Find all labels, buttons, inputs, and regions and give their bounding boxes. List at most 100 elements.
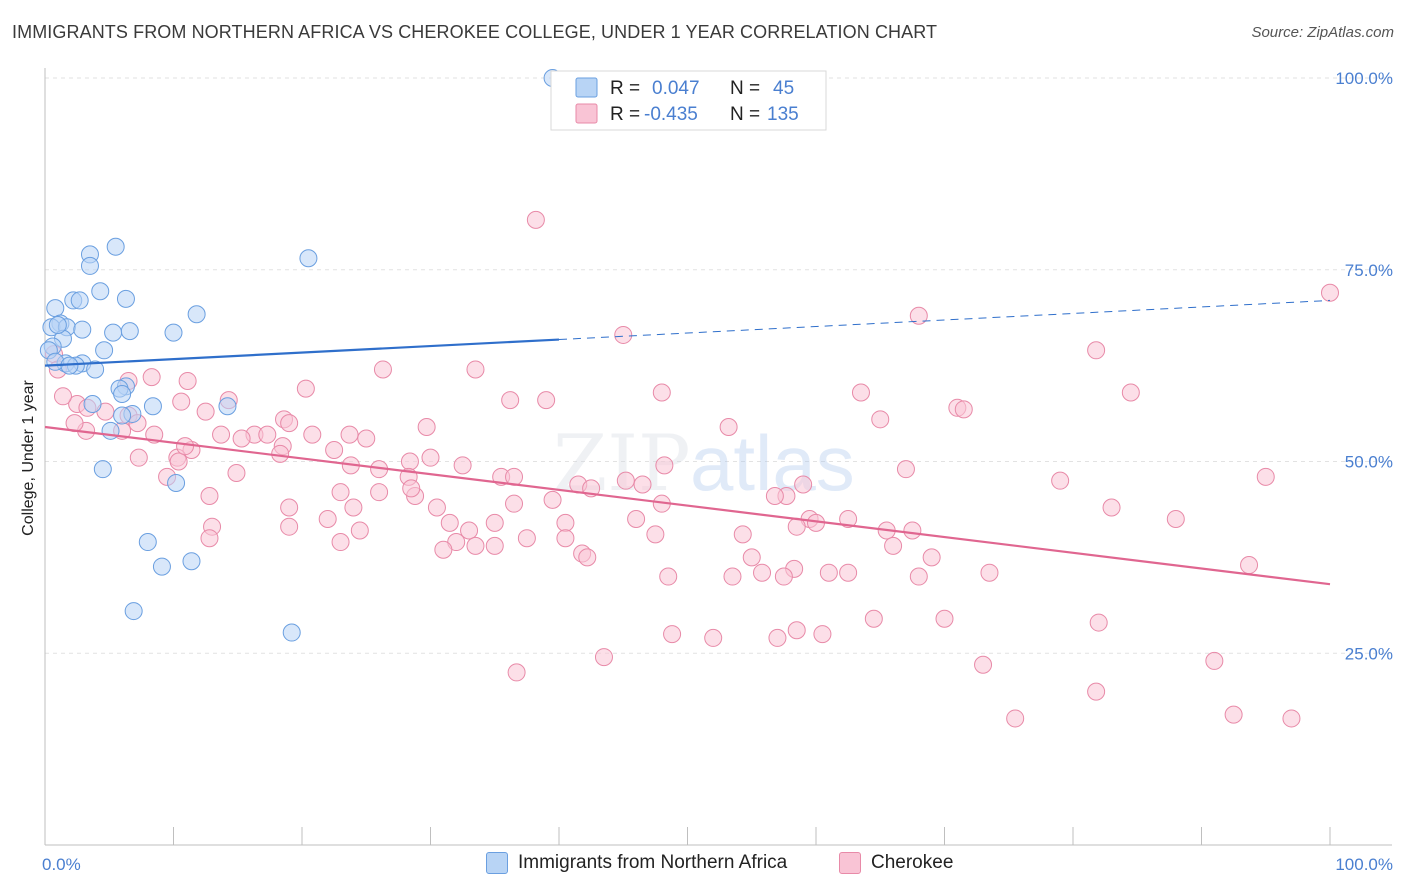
- cherokee-point-75: [370, 483, 389, 502]
- cherokee-point-139: [1087, 682, 1106, 701]
- legend-swatch-cherokee-bottom: [839, 852, 861, 874]
- cherokee-point-60: [794, 475, 813, 494]
- cherokee-point-120: [723, 567, 742, 586]
- cherokee-point-39: [303, 425, 322, 444]
- svg-text:N =: N =: [730, 78, 760, 99]
- africa-point-31: [83, 394, 102, 413]
- cherokee-point-19: [501, 391, 520, 410]
- svg-text:N =: N =: [730, 104, 760, 125]
- cherokee-point-59: [616, 471, 635, 490]
- cherokee-point-90: [556, 513, 575, 532]
- cherokee-point-108: [556, 529, 575, 548]
- cherokee-point-136: [974, 655, 993, 674]
- cherokee-point-1: [1321, 283, 1339, 302]
- cherokee-point-132: [704, 628, 723, 647]
- cherokee-point-55: [453, 456, 472, 475]
- cherokee-point-83: [627, 510, 646, 529]
- cherokee-point-82: [280, 498, 299, 517]
- cherokee-point-116: [922, 548, 941, 567]
- chart-title: IMMIGRANTS FROM NORTHERN AFRICA VS CHERO…: [12, 22, 938, 42]
- legend-swatch-africa-bottom: [486, 852, 508, 874]
- cherokee-point-29: [280, 414, 299, 433]
- cherokee-point-130: [787, 621, 806, 640]
- y-axis-labels: 25.0% 50.0% 75.0% 100.0%: [1335, 69, 1393, 663]
- y-tick-label-100: 100.0%: [1335, 69, 1393, 88]
- legend-label-cherokee: Cherokee: [871, 852, 954, 873]
- africa-point-17: [164, 323, 183, 342]
- cherokee-point-103: [1166, 510, 1185, 529]
- cherokee-point-11: [178, 371, 197, 390]
- africa-point-5: [116, 289, 135, 308]
- cherokee-point-124: [774, 567, 793, 586]
- cherokee-point-20: [537, 391, 556, 410]
- legend-n-africa: 45: [773, 78, 794, 99]
- cherokee-point-80: [765, 487, 784, 506]
- africa-point-8: [70, 291, 89, 310]
- cherokee-point-76: [543, 490, 562, 509]
- cherokee-point-104: [331, 533, 350, 552]
- africa-point-40: [182, 552, 201, 571]
- axes: [44, 68, 1392, 846]
- africa-point-3: [80, 256, 99, 275]
- cherokee-point-141: [1224, 705, 1243, 724]
- africa-point-9: [46, 299, 65, 318]
- svg-text:R =: R =: [610, 104, 640, 125]
- trend-africa-dashed: [558, 299, 1331, 341]
- cherokee-point-84: [427, 498, 446, 517]
- legend-label-africa: Immigrants from Northern Africa: [518, 852, 788, 873]
- cherokee-point-126: [753, 563, 772, 582]
- cherokee-point-135: [594, 648, 613, 667]
- legend-n-cherokee: 135: [767, 104, 799, 125]
- cherokee-point-96: [350, 521, 369, 540]
- cherokee-point-61: [227, 464, 246, 483]
- x-axis-labels: 0.0% 100.0%: [42, 855, 1393, 874]
- cherokee-point-142: [1282, 709, 1301, 728]
- cherokee-point-138: [507, 663, 526, 682]
- cherokee-point-14: [1121, 383, 1140, 402]
- cherokee-point-99: [646, 525, 665, 544]
- cherokee-point-0: [526, 210, 545, 229]
- cherokee-point-119: [839, 563, 858, 582]
- cherokee-point-115: [742, 548, 761, 567]
- cherokee-point-88: [176, 437, 195, 456]
- africa-point-21: [95, 341, 114, 360]
- cherokee-point-33: [258, 425, 277, 444]
- africa-point-16: [120, 322, 139, 341]
- africa-point-30: [113, 385, 132, 404]
- africa-point-6: [91, 282, 110, 301]
- trend-cherokee-solid: [44, 425, 1331, 586]
- cherokee-point-52: [896, 460, 915, 479]
- africa-point-35: [113, 406, 132, 425]
- cherokee-point-51: [271, 444, 290, 463]
- cherokee-point-69: [1256, 467, 1275, 486]
- cherokee-point-15: [652, 383, 671, 402]
- legend-item-africa[interactable]: Immigrants from Northern Africa: [486, 852, 787, 874]
- africa-point-42: [124, 602, 143, 621]
- africa-point-38: [167, 473, 186, 492]
- africa-point-4: [299, 249, 318, 268]
- africa-point-10: [187, 305, 206, 324]
- cherokee-point-41: [232, 429, 251, 448]
- cherokee-point-81: [1102, 498, 1121, 517]
- cherokee-point-86: [440, 513, 459, 532]
- cherokee-point-72: [421, 448, 440, 467]
- cherokee-point-95: [460, 521, 479, 540]
- cherokee-point-111: [884, 536, 903, 555]
- cherokee-point-125: [909, 567, 928, 586]
- cherokee-point-122: [980, 563, 999, 582]
- cherokee-point-71: [871, 410, 890, 429]
- legend-item-cherokee[interactable]: Cherokee: [839, 852, 953, 874]
- cherokee-point-12: [296, 379, 315, 398]
- legend-swatch-africa: [575, 77, 598, 98]
- trend-africa-solid: [44, 338, 560, 367]
- cherokee-point-66: [402, 479, 421, 498]
- cherokee-point-53: [655, 456, 674, 475]
- cherokee-point-46: [129, 448, 148, 467]
- cherokee-point-131: [663, 625, 682, 644]
- cherokee-point-121: [819, 563, 838, 582]
- cherokee-point-13: [851, 383, 870, 402]
- cherokee-point-112: [434, 540, 453, 559]
- cherokee-point-105: [200, 529, 219, 548]
- africa-point-39: [138, 533, 157, 552]
- cherokee-point-106: [466, 536, 485, 555]
